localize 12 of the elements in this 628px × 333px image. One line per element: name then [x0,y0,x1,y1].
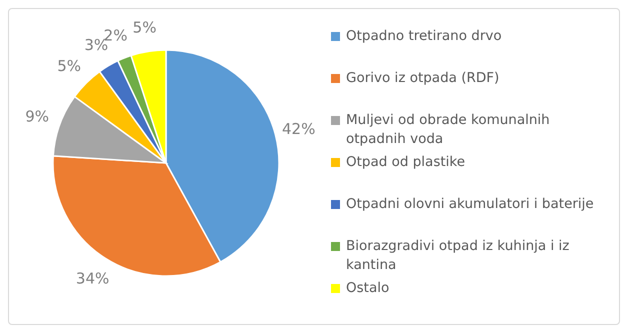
legend-label: Otpadni olovni akumulatori i baterije [346,195,594,214]
legend-label: Otpadno tretirano drvo [346,27,502,46]
legend-label: Gorivo iz otpada (RDF) [346,69,500,88]
legend-label: Muljevi od obrade komunalnih otpadnih voda [346,111,551,149]
legend-label: Biorazgradivi otpad iz kuhinja i iz kantina [346,237,570,275]
legend-label: Ostalo [346,279,390,298]
data-label: 5% [57,57,82,76]
data-label: 9% [25,108,49,126]
data-label: 42% [282,120,316,138]
legend-label: Otpad od plastike [346,153,466,172]
data-label: 5% [132,18,156,37]
data-label: 34% [76,270,110,288]
